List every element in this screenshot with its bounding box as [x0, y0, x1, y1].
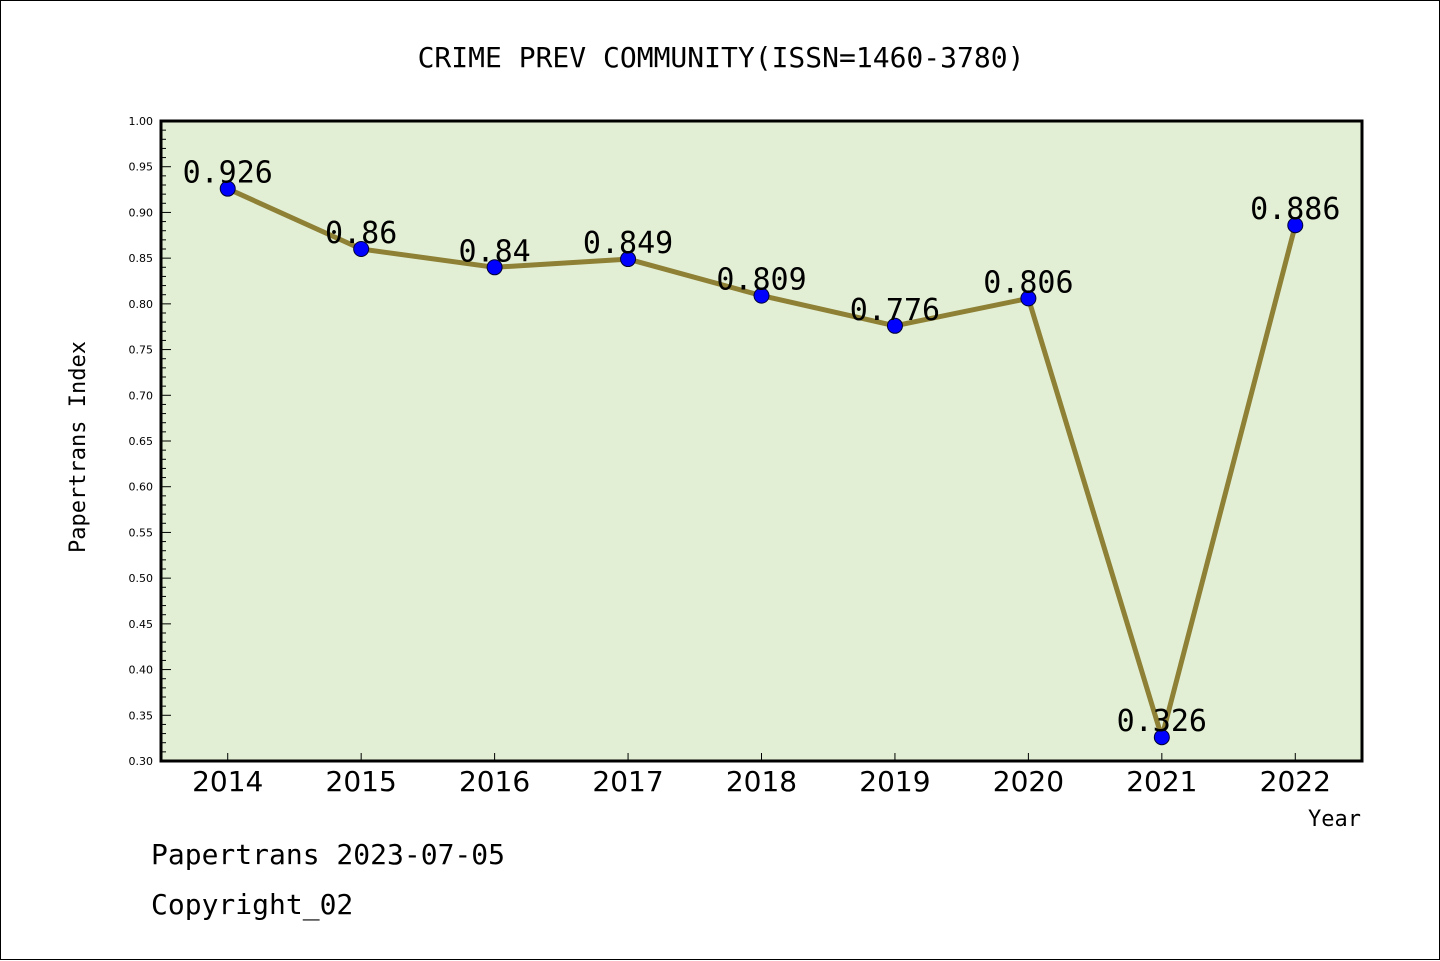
y-axis: 0.30 0.35 0.40 0.45 0.50 0.55 0.60 0.65 0.70 0.75…	[129, 115, 171, 768]
y-tick-label: 0.65	[129, 435, 154, 448]
data-label: 0.776	[850, 293, 940, 328]
data-labels: 0.926 0.86 0.84 0.849 0.809 0.776 0.806 0.326 0.…	[183, 156, 1341, 740]
data-point	[486, 259, 503, 276]
x-tick-label: 2016	[459, 765, 530, 798]
y-tick-label: 0.90	[129, 206, 154, 219]
y-tick-label: 0.55	[129, 526, 154, 539]
footer-copyright: Copyright_02	[151, 888, 353, 922]
data-label: 0.849	[583, 226, 673, 261]
data-point	[219, 180, 236, 197]
y-tick-label: 0.45	[129, 618, 154, 631]
data-label: 0.86	[325, 216, 397, 251]
y-tick-label: 0.30	[129, 755, 154, 768]
x-tick-label: 2019	[859, 765, 930, 798]
plot-area	[161, 121, 1362, 761]
x-tick-label: 2014	[192, 765, 263, 798]
chart-title: CRIME PREV COMMUNITY(ISSN=1460-3780)	[418, 41, 1025, 74]
y-tick-label: 0.95	[129, 161, 154, 174]
y-tick-label: 0.50	[129, 572, 154, 585]
plot-border	[159, 119, 1364, 763]
y-tick-label: 0.40	[129, 664, 154, 677]
data-label: 0.806	[983, 265, 1073, 300]
y-axis-label: Papertrans Index	[66, 341, 91, 553]
data-point	[1287, 217, 1304, 234]
data-point	[1020, 290, 1037, 307]
data-point	[886, 317, 903, 334]
x-axis: 2014 2015 2016 2017 2018 2019 2020 2021 2022	[192, 753, 1331, 798]
data-point	[620, 251, 637, 268]
data-label: 0.84	[458, 234, 530, 269]
y-tick-label: 0.85	[129, 252, 154, 265]
data-label: 0.926	[183, 156, 273, 191]
footer-date: Papertrans 2023-07-05	[151, 838, 505, 871]
x-tick-label: 2018	[726, 765, 797, 798]
data-label: 0.326	[1117, 704, 1207, 739]
x-tick-label: 2022	[1260, 765, 1331, 798]
x-tick-label: 2021	[1126, 765, 1197, 798]
x-axis-label: Year	[1308, 807, 1361, 832]
y-tick-label: 0.70	[129, 389, 154, 402]
x-tick-label: 2017	[592, 765, 663, 798]
data-label: 0.886	[1250, 192, 1340, 227]
x-tick-label: 2020	[993, 765, 1064, 798]
data-point	[353, 241, 370, 257]
series-markers	[219, 180, 1304, 746]
y-tick-label: 0.80	[129, 298, 154, 311]
data-point	[753, 287, 770, 304]
data-point	[1153, 729, 1170, 746]
y-tick-label: 0.75	[129, 344, 154, 357]
y-tick-label: 0.35	[129, 709, 154, 722]
data-label: 0.809	[716, 263, 806, 298]
y-tick-label: 0.60	[129, 481, 154, 494]
x-tick-label: 2015	[326, 765, 397, 798]
y-tick-label: 1.00	[129, 115, 154, 128]
